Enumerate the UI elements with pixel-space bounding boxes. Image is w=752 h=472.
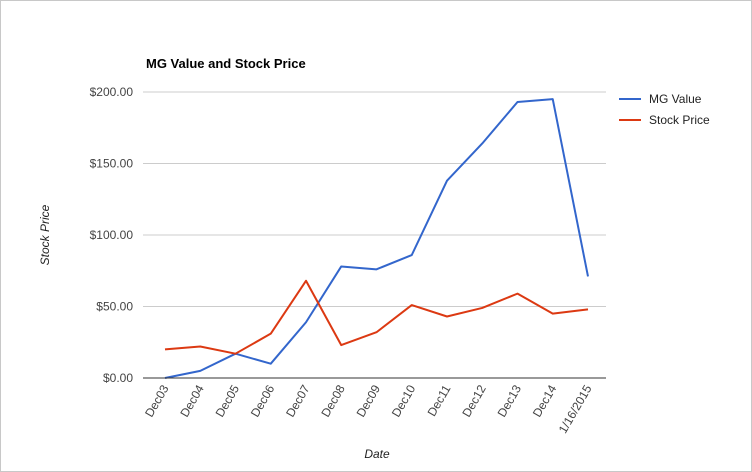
x-tick-label: Dec04 xyxy=(177,382,207,419)
series-line-1 xyxy=(164,279,589,355)
y-tick-label: $0.00 xyxy=(103,371,133,385)
x-tick-label: Dec03 xyxy=(142,382,172,419)
x-axis-ticks: Dec03 Dec04 Dec05 Dec06 Dec07 Dec08 Dec09 Dec10… xyxy=(142,382,595,436)
y-tick-label: $200.00 xyxy=(90,85,134,99)
x-tick-label: Dec05 xyxy=(213,382,243,419)
series-line-0 xyxy=(164,98,589,379)
x-tick-label: Dec09 xyxy=(354,382,384,419)
chart-title: MG Value and Stock Price xyxy=(146,56,306,71)
x-tick-label: Dec06 xyxy=(248,382,278,419)
legend: MG Value Stock Price xyxy=(619,92,710,127)
x-tick-label: Dec11 xyxy=(425,382,454,419)
x-axis-title: Date xyxy=(364,447,390,461)
y-tick-label: $50.00 xyxy=(96,300,133,314)
y-tick-label: $150.00 xyxy=(90,157,134,171)
legend-label: MG Value xyxy=(649,92,702,106)
y-axis-title: Stock Price xyxy=(38,204,52,265)
x-tick-label: Dec12 xyxy=(459,382,489,419)
x-tick-label: Dec10 xyxy=(389,382,419,419)
legend-label: Stock Price xyxy=(649,113,710,127)
x-tick-label: Dec07 xyxy=(283,382,313,419)
y-tick-label: $100.00 xyxy=(90,228,134,242)
x-tick-label: 1/16/2015 xyxy=(556,382,595,436)
x-tick-label: Dec14 xyxy=(530,382,560,419)
x-tick-label: Dec13 xyxy=(495,382,525,419)
gridlines xyxy=(143,91,606,307)
y-axis-ticks: $0.00 $50.00 $100.00 $150.00 $200.00 xyxy=(90,85,134,385)
series-lines xyxy=(164,98,589,379)
x-tick-label: Dec08 xyxy=(318,382,348,419)
